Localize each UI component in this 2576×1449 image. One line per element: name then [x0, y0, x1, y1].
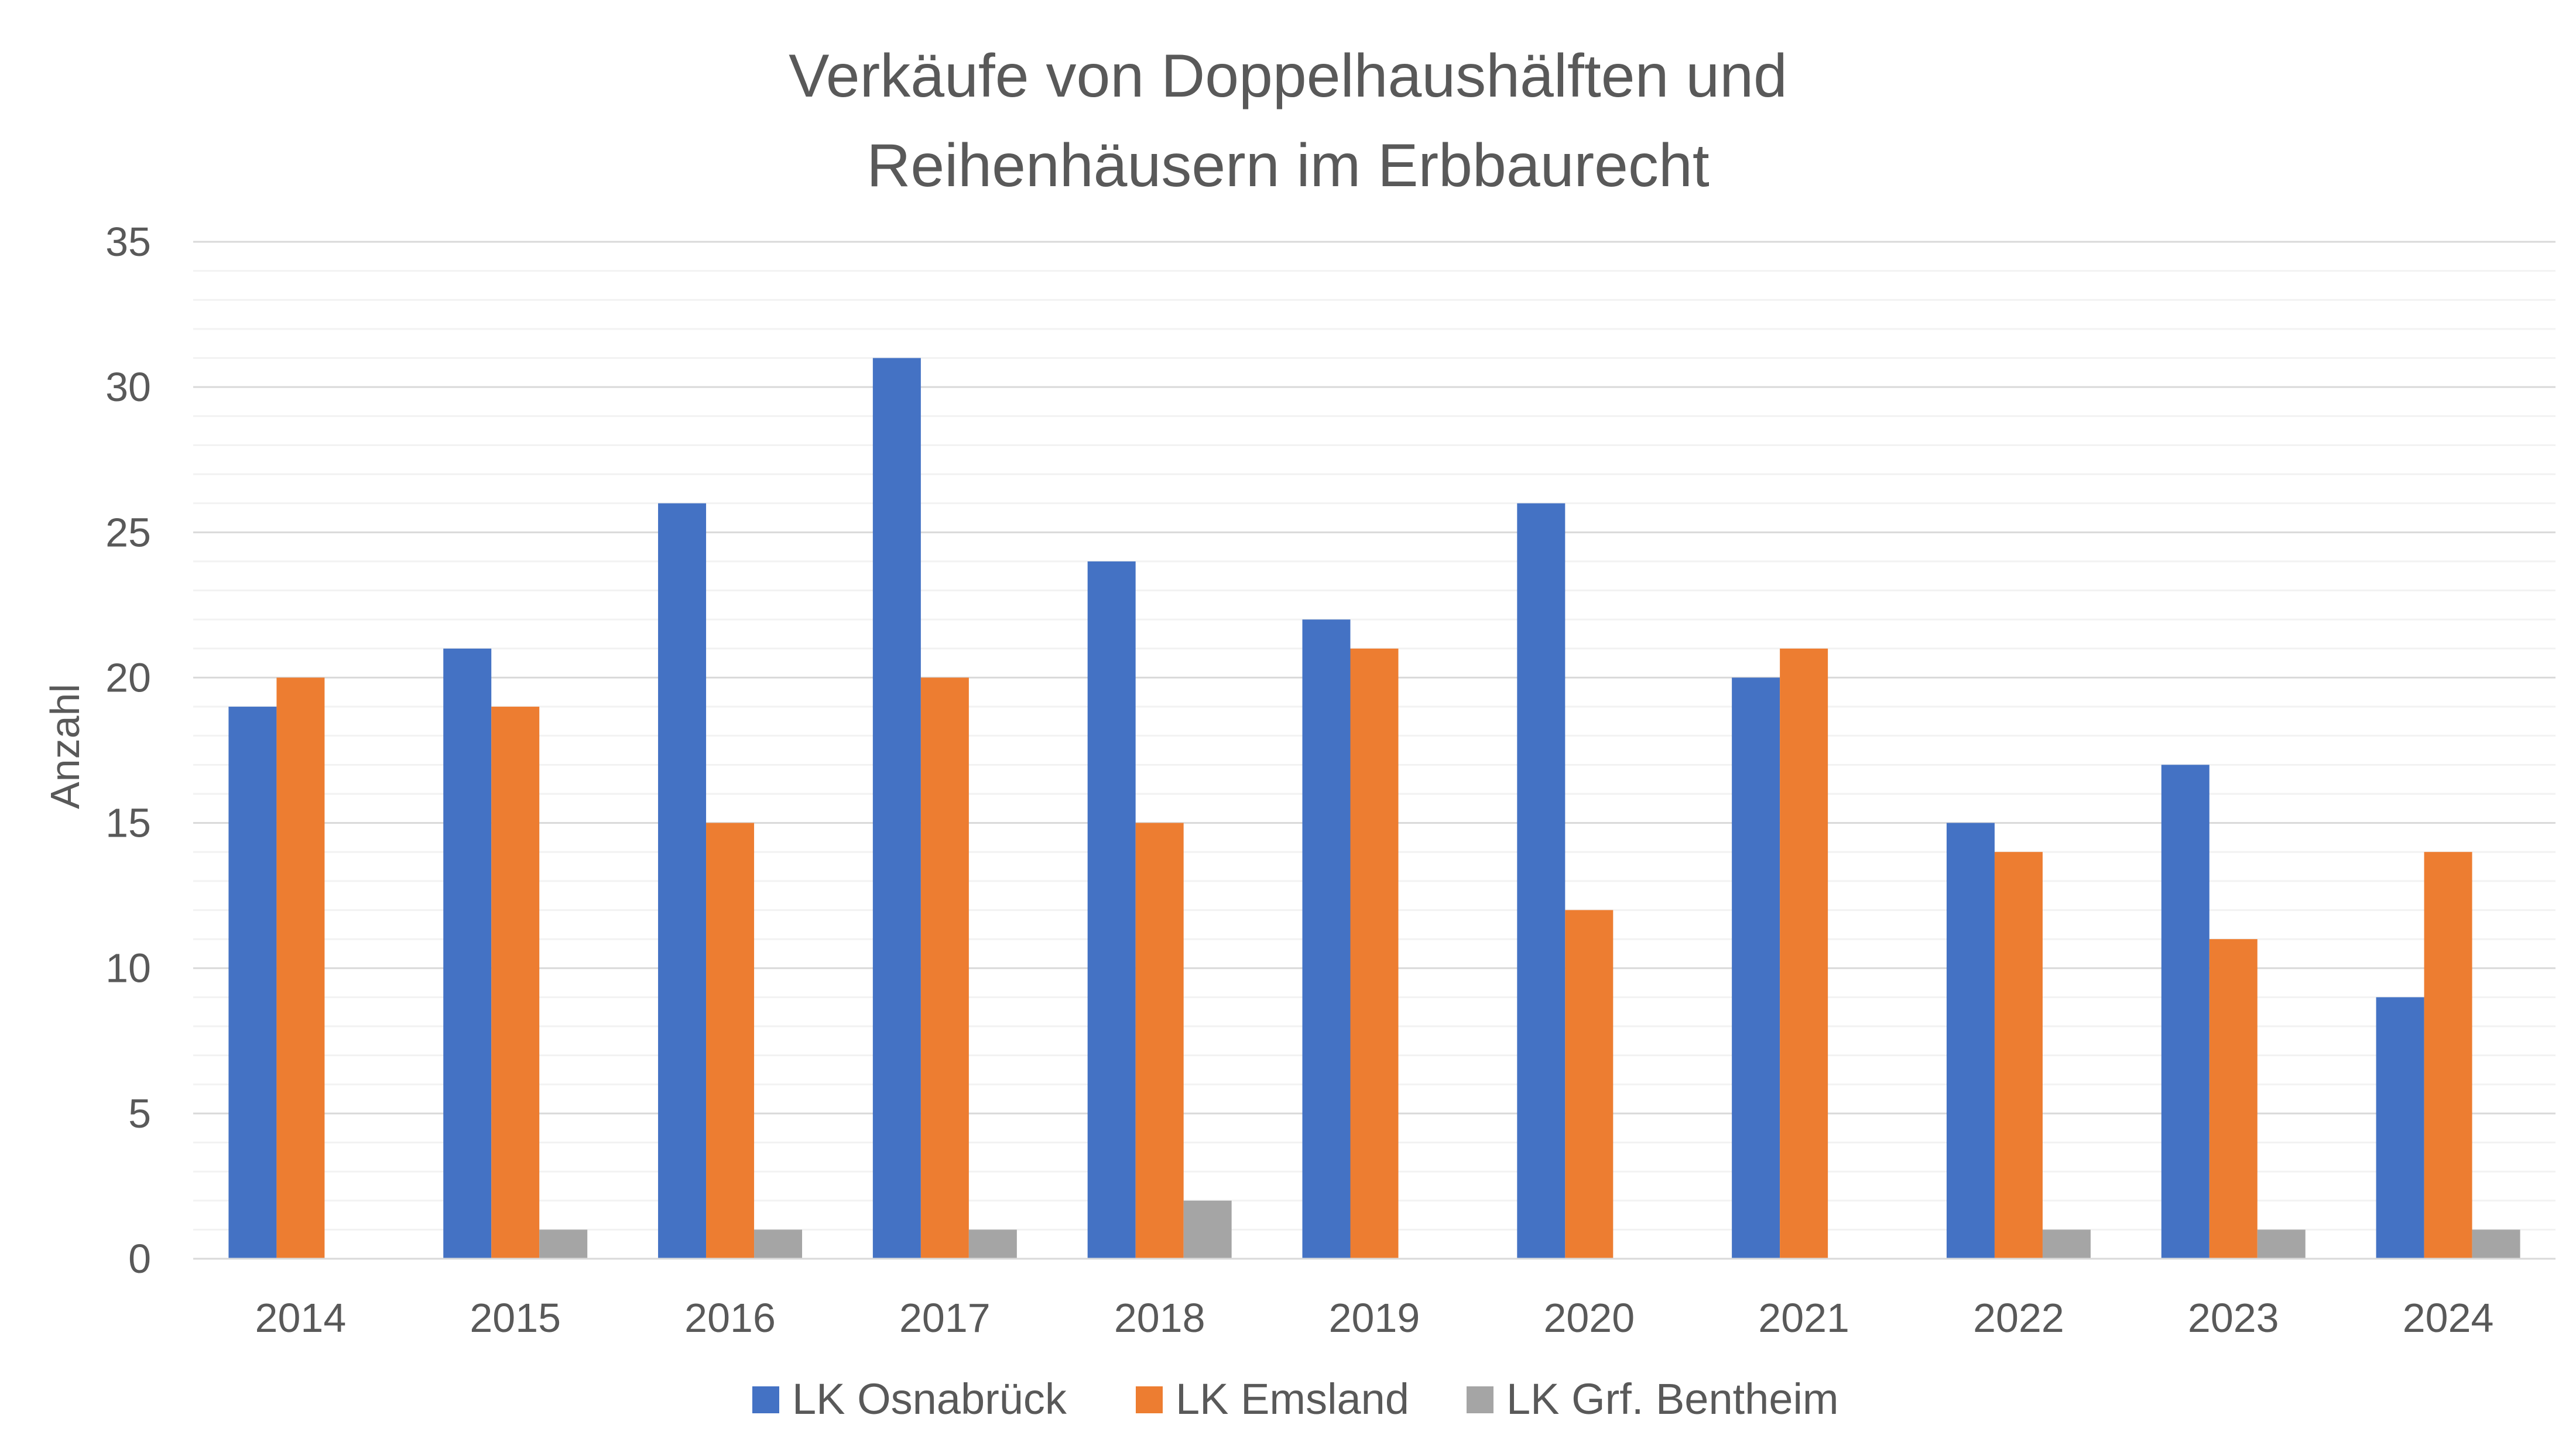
y-tick-label: 30 — [105, 364, 151, 410]
bar-lk-osnabr-ck-2022 — [1946, 823, 1995, 1259]
bar-lk-emsland-2016 — [706, 823, 755, 1259]
y-tick-label: 0 — [128, 1236, 151, 1282]
bars — [228, 358, 2520, 1259]
bar-lk-emsland-2024 — [2424, 852, 2472, 1259]
y-axis-title: Anzahl — [42, 684, 88, 809]
bar-lk-emsland-2019 — [1350, 648, 1399, 1259]
bar-lk-grf-bentheim-2022 — [2042, 1229, 2091, 1259]
bar-lk-osnabr-ck-2017 — [872, 358, 921, 1259]
x-tick-label: 2015 — [470, 1295, 561, 1341]
legend-swatch — [752, 1386, 779, 1413]
y-tick-label: 15 — [105, 800, 151, 846]
bar-lk-osnabr-ck-2018 — [1087, 561, 1136, 1259]
x-tick-label: 2020 — [1543, 1295, 1635, 1341]
y-tick-label: 35 — [105, 219, 151, 265]
x-axis-ticks: 2014 2015 2016 2017 2018 2019 2020 2021 2022 2023… — [255, 1295, 2494, 1341]
legend: LK Osnabrück LK Emsland LK Grf. Bentheim — [752, 1375, 1839, 1423]
bar-lk-grf-bentheim-2018 — [1183, 1200, 1232, 1259]
legend-swatch — [1136, 1386, 1163, 1413]
legend-label: LK Osnabrück — [792, 1375, 1067, 1423]
y-tick-label: 25 — [105, 509, 151, 555]
bar-lk-emsland-2018 — [1135, 823, 1184, 1259]
x-tick-label: 2019 — [1329, 1295, 1420, 1341]
legend-swatch — [1467, 1386, 1493, 1413]
x-tick-label: 2023 — [2188, 1295, 2279, 1341]
x-tick-label: 2024 — [2403, 1295, 2494, 1341]
legend-label: LK Grf. Bentheim — [1506, 1375, 1839, 1423]
bar-lk-grf-bentheim-2015 — [539, 1229, 588, 1259]
chart-title-line-1: Verkäufe von Doppelhaushälften und — [789, 42, 1787, 110]
x-tick-label: 2018 — [1114, 1295, 1205, 1341]
bar-lk-grf-bentheim-2017 — [968, 1229, 1017, 1259]
bar-lk-osnabr-ck-2015 — [443, 648, 492, 1259]
bar-lk-emsland-2017 — [920, 677, 969, 1259]
bar-lk-emsland-2015 — [491, 707, 540, 1259]
bar-lk-emsland-2014 — [276, 677, 325, 1259]
bar-lk-emsland-2020 — [1565, 910, 1614, 1259]
y-axis-ticks: 0 5 10 15 20 25 30 35 — [105, 219, 151, 1282]
x-tick-label: 2016 — [684, 1295, 776, 1341]
bar-lk-osnabr-ck-2019 — [1302, 619, 1351, 1259]
bar-lk-grf-bentheim-2023 — [2257, 1229, 2306, 1259]
bar-lk-osnabr-ck-2014 — [228, 707, 277, 1259]
y-tick-label: 20 — [105, 655, 151, 700]
y-tick-label: 10 — [105, 946, 151, 991]
bar-lk-osnabr-ck-2024 — [2376, 997, 2424, 1259]
y-tick-label: 5 — [128, 1091, 151, 1136]
x-tick-label: 2022 — [1973, 1295, 2064, 1341]
bar-lk-osnabr-ck-2016 — [658, 503, 707, 1259]
chart-title-line-2: Reihenhäusern im Erbbaurecht — [866, 132, 1710, 200]
x-tick-label: 2017 — [899, 1295, 991, 1341]
bar-lk-osnabr-ck-2020 — [1517, 503, 1566, 1259]
bar-lk-emsland-2023 — [2209, 939, 2258, 1259]
x-tick-label: 2014 — [255, 1295, 347, 1341]
bar-lk-osnabr-ck-2021 — [1732, 677, 1780, 1259]
bar-lk-osnabr-ck-2023 — [2161, 765, 2210, 1259]
bar-lk-emsland-2021 — [1780, 648, 1828, 1259]
legend-label: LK Emsland — [1176, 1375, 1409, 1423]
bar-lk-grf-bentheim-2016 — [754, 1229, 803, 1259]
bar-lk-grf-bentheim-2024 — [2472, 1229, 2520, 1259]
x-tick-label: 2021 — [1758, 1295, 1849, 1341]
bar-lk-emsland-2022 — [1994, 852, 2043, 1259]
